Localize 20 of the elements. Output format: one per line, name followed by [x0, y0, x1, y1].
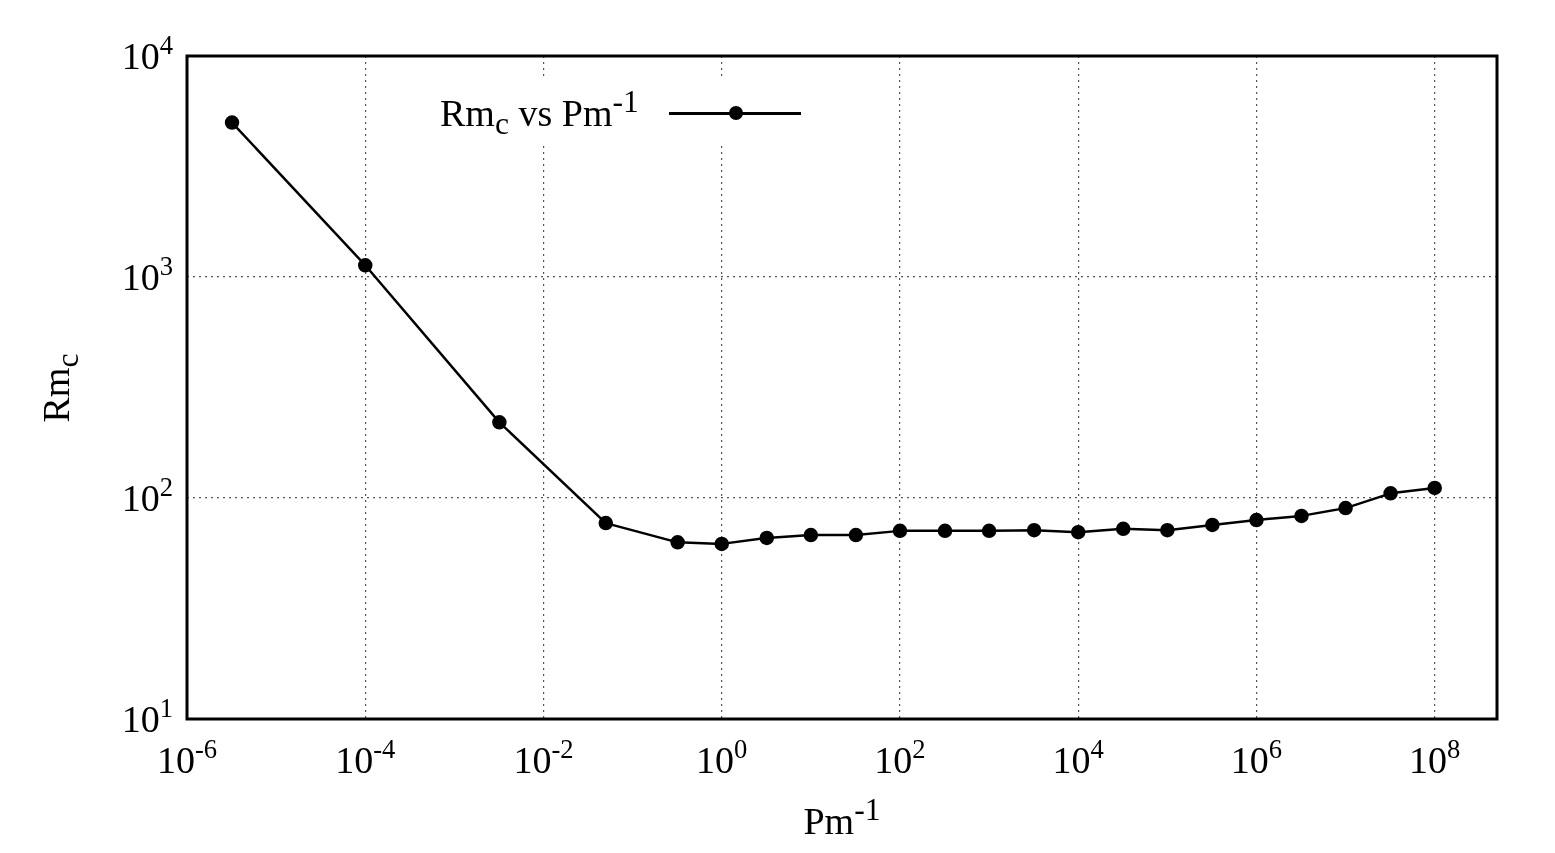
- point: [759, 530, 774, 546]
- point: [1338, 500, 1353, 516]
- point: [981, 523, 997, 539]
- point: [1070, 524, 1086, 540]
- legend-label: Rm$_{c}$ vs Pm$^{-1}$: [440, 84, 639, 143]
- point: [1115, 521, 1131, 537]
- point: [937, 523, 953, 539]
- point: [1427, 480, 1442, 496]
- point: [1249, 512, 1264, 528]
- point: [1026, 522, 1042, 538]
- point: [714, 536, 729, 552]
- point: [1294, 508, 1309, 524]
- x-axis-title: Pm$^{-1}$: [803, 792, 881, 843]
- point: [1160, 522, 1175, 538]
- point: [803, 527, 819, 543]
- point: [892, 523, 908, 539]
- point: [670, 535, 685, 550]
- point: [1383, 486, 1398, 501]
- point: [848, 527, 864, 543]
- point: [1205, 517, 1220, 533]
